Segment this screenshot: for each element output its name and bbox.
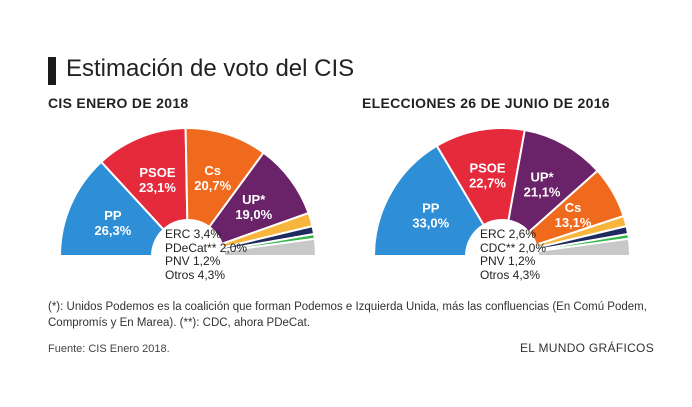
source-note: Fuente: CIS Enero 2018. <box>48 343 170 355</box>
slice-pp <box>58 160 166 257</box>
chart-title-cis-2018: CIS ENERO DE 2018 <box>48 95 189 111</box>
slice-otros <box>222 237 318 257</box>
slice-value-label: 20,7% <box>194 178 231 193</box>
slice-label-up: UP*19,0% <box>235 192 272 222</box>
slice-party-name: PP <box>422 200 440 215</box>
minor-party-erc: ERC 3,4% <box>165 227 222 241</box>
slice-party-name: UP* <box>531 169 555 184</box>
slice-value-label: 22,7% <box>469 175 506 190</box>
slice-value-label: 19,0% <box>235 207 272 222</box>
slice-value-label: 13,1% <box>555 215 592 230</box>
minor-party-otros: Otros 4,3% <box>480 267 541 282</box>
slice-party-name: PP <box>104 208 122 223</box>
slice-otros <box>536 237 632 257</box>
page-title: Estimación de voto del CIS <box>66 55 355 82</box>
minor-party-cdc: CDC** 2,0% <box>480 240 547 255</box>
slice-party-name: Cs <box>565 200 582 215</box>
slice-value-label: 26,3% <box>94 223 131 238</box>
slice-pp <box>372 144 486 257</box>
slice-party-name: Cs <box>204 163 221 178</box>
slice-label-up: UP*21,1% <box>524 169 561 199</box>
credit-label: EL MUNDO GRÁFICOS <box>520 341 655 355</box>
chart-title-elecciones-2016: ELECCIONES 26 DE JUNIO DE 2016 <box>362 95 610 111</box>
slice-party-name: PSOE <box>469 160 505 175</box>
title-accent-bar <box>48 57 56 85</box>
slice-value-label: 33,0% <box>412 215 449 230</box>
slice-party-name: UP* <box>242 192 266 207</box>
footnote: (*): Unidos Podemos es la coalición que … <box>48 301 647 329</box>
slice-party-name: PSOE <box>139 165 175 180</box>
slice-value-label: 21,1% <box>524 184 561 199</box>
minor-parties-list-elecciones-2016: ERC 2,6% CDC** 2,0% PNV 1,2% Otros 4,3% <box>480 227 547 282</box>
minor-party-erc: ERC 2,6% <box>480 227 537 241</box>
slice-value-label: 23,1% <box>139 180 176 195</box>
minor-party-pdecat: PDeCat** 2,0% <box>165 240 248 255</box>
minor-parties-list-cis-2018: ERC 3,4% PDeCat** 2,0% PNV 1,2% Otros 4,… <box>165 227 248 282</box>
minor-party-pnv: PNV 1,2% <box>165 254 221 268</box>
minor-party-otros: Otros 4,3% <box>165 267 226 282</box>
minor-party-pnv: PNV 1,2% <box>480 254 536 268</box>
